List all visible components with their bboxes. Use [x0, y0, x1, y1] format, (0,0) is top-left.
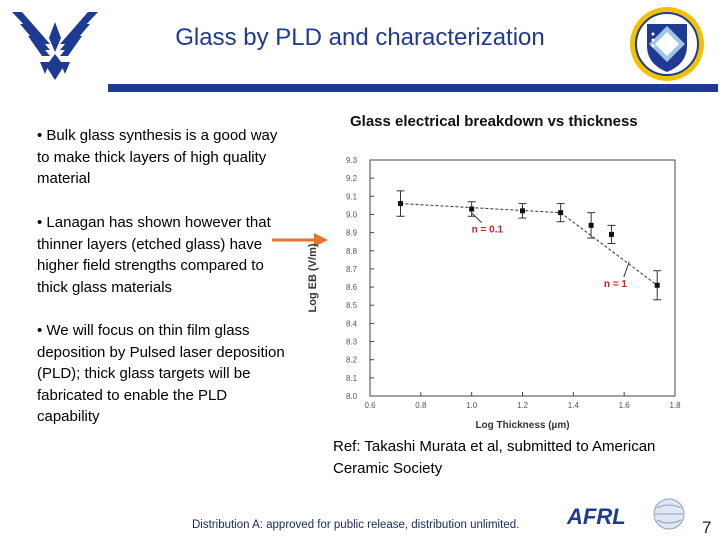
y-tick-label: 8.3	[346, 338, 358, 347]
title-divider	[108, 84, 718, 92]
fit-label-pointer	[623, 261, 630, 278]
breakdown-chart: Log EB (V/m) Log Thickness (µm) 9.3 9.2 9.…	[307, 156, 681, 431]
distribution-statement: Distribution A: approved for public rele…	[192, 519, 520, 531]
y-tick-label: 8.9	[346, 229, 358, 238]
data-point	[608, 231, 614, 237]
y-tick-label: 9.2	[346, 174, 358, 183]
x-tick-label: 1.8	[669, 401, 681, 410]
y-tick-label: 8.8	[346, 247, 358, 256]
x-tick-label: 1.4	[568, 401, 580, 410]
y-tick-label: 9.0	[346, 210, 358, 219]
x-tick-label: 0.6	[364, 401, 376, 410]
y-axis-label: Log EB (V/m)	[307, 243, 319, 312]
y-tick-label: 8.0	[346, 392, 358, 401]
x-tick-label: 0.8	[415, 401, 427, 410]
x-tick-label: 1.0	[466, 401, 478, 410]
x-tick-label: 1.2	[517, 401, 529, 410]
fit-line	[400, 203, 561, 214]
chart-title: Glass electrical breakdown vs thickness	[350, 113, 638, 130]
x-axis-label: Log Thickness (µm)	[475, 420, 569, 431]
data-point	[654, 282, 660, 288]
y-tick-label: 9.1	[346, 192, 358, 201]
data-point	[398, 201, 403, 207]
plot-area	[369, 159, 676, 397]
data-point	[558, 210, 564, 216]
y-tick-label: 8.2	[346, 356, 358, 365]
afrl-wordmark: AFRL	[566, 504, 626, 529]
fit-line	[560, 212, 658, 286]
fit-label: n = 0.1	[472, 225, 504, 236]
bullet-1: • Bulk glass synthesis is a good way to …	[37, 127, 278, 187]
y-tick-label: 8.1	[346, 374, 358, 383]
y-tick-label: 8.5	[346, 301, 358, 310]
page-number: 7	[702, 518, 712, 537]
air-force-wings-logo	[12, 12, 98, 80]
data-point	[588, 222, 594, 228]
pointer-arrow	[272, 233, 328, 247]
x-tick-label: 1.6	[619, 401, 631, 410]
data-point	[469, 206, 475, 212]
reference-text: Ref: Takashi Murata et al, submitted to …	[333, 438, 656, 477]
y-tick-label: 8.4	[346, 319, 358, 328]
data-point	[520, 208, 525, 214]
y-tick-label: 8.7	[346, 265, 358, 274]
fit-label-pointer	[471, 212, 483, 223]
bullet-3: • We will focus on thin film glass depos…	[37, 322, 285, 425]
bullet-2: • Lanagan has shown however that thinner…	[37, 214, 271, 296]
y-tick-label: 8.6	[346, 283, 358, 292]
afrl-bottom-logo: AFRL	[566, 498, 685, 530]
slide-title: Glass by PLD and characterization	[175, 24, 545, 51]
y-tick-label: 9.3	[346, 156, 358, 165]
fit-label: n = 1	[604, 279, 628, 290]
afrl-shield-logo	[630, 7, 704, 81]
